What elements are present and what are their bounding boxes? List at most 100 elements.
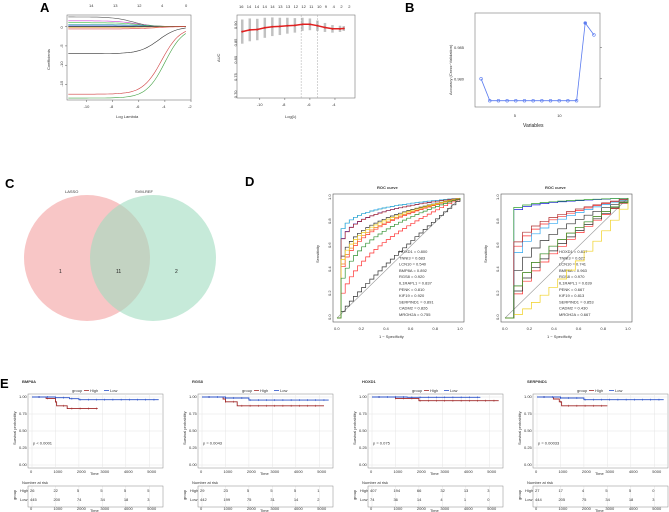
- legend-Low: Low: [615, 388, 622, 393]
- roc-legend-LCN10: LCN10 = 0.540: [399, 262, 427, 267]
- x-tick-label: 4000: [294, 469, 304, 474]
- roc-curve-SERPIND1: [337, 198, 461, 319]
- auc-point: [278, 25, 281, 28]
- p-value: p = 0.00033: [538, 441, 560, 446]
- risk-table-title: Number at risk: [192, 480, 218, 485]
- y-tick-label: 0: [59, 26, 64, 29]
- y-tick-label: 0.85: [233, 38, 238, 47]
- roc-curve-CADM2: [337, 198, 461, 319]
- risk-count: 0: [652, 488, 655, 493]
- accuracy-point: [479, 77, 483, 81]
- accuracy-point: [488, 99, 492, 103]
- x-tick-label: 1000: [558, 506, 568, 511]
- x-tick-label: -10: [257, 102, 264, 107]
- x-tick-label: 3000: [605, 469, 615, 474]
- risk-count: 5: [247, 488, 250, 493]
- legend-title: group: [72, 388, 83, 393]
- risk-x-label: Time: [260, 508, 270, 512]
- top-tick-label: 14: [255, 4, 260, 9]
- y-tick-label: 0.00: [19, 462, 28, 467]
- x-tick-label: 4000: [294, 506, 304, 511]
- roc-curve-MROH2A: [505, 198, 629, 319]
- plot-frame: [236, 14, 356, 99]
- plot-frame: [474, 12, 601, 108]
- risk-count: 5: [629, 488, 632, 493]
- auc-point: [286, 24, 289, 27]
- x-tick-label: 0: [535, 506, 538, 511]
- risk-row-label: Low: [190, 497, 197, 502]
- roc-legend-MROH2A: MROH2A = 0.667: [559, 312, 591, 317]
- roc-curve-SERPIND1: [505, 198, 629, 319]
- legend-Low: Low: [450, 388, 457, 393]
- x-axis-label: 1 − Specificity: [547, 334, 572, 339]
- y-tick-label: 0.70: [233, 90, 238, 99]
- y-tick-label: 0.4: [495, 266, 500, 272]
- risk-strata-label: group: [12, 489, 17, 500]
- y-tick-label: 0.00: [359, 462, 368, 467]
- x-tick-label: 2000: [247, 469, 257, 474]
- plot-frame: [66, 14, 192, 101]
- roc-curve-RGS8: [505, 197, 629, 319]
- x-tick-label: 5: [514, 113, 517, 118]
- risk-count: 3: [652, 497, 655, 502]
- y-axis-label: Survival probability: [517, 411, 522, 445]
- risk-strata-label: group: [352, 489, 357, 500]
- x-tick-label: 1000: [223, 506, 233, 511]
- y-tick-label: 1.00: [19, 394, 28, 399]
- roc-legend-HOXD1: HOXD1 = 0.837: [559, 249, 588, 254]
- x-tick-label: 2000: [77, 469, 87, 474]
- x-tick-label: 0.0: [334, 326, 340, 331]
- auc-point: [293, 24, 296, 27]
- y-tick-label: 0.8: [495, 218, 500, 224]
- coef-path: [68, 26, 186, 30]
- y-tick-label: 1.00: [359, 394, 368, 399]
- x-tick-label: -6: [307, 102, 311, 107]
- y-tick-label: 0.8: [327, 218, 332, 224]
- y-tick-label: 0.0: [495, 314, 500, 320]
- x-tick-label: 2000: [247, 506, 257, 511]
- top-tick-label: 12: [137, 3, 142, 8]
- y-tick-label: 1.00: [524, 394, 533, 399]
- risk-count: 17: [558, 488, 563, 493]
- top-tick-label: 4: [161, 3, 164, 8]
- km-title: RGS8: [192, 379, 204, 384]
- x-tick-label: 5000: [652, 506, 662, 511]
- risk-table-title: Number at risk: [22, 480, 48, 485]
- roc-legend-IL1RAPL1: IL1RAPL1 = 0.639: [559, 281, 593, 286]
- risk-count: 199: [223, 497, 230, 502]
- x-tick-label: 1000: [393, 469, 403, 474]
- roc-legend-BMP8A: BMP8A = 0.892: [399, 268, 428, 273]
- venn-label-lasso: LASSO: [65, 189, 78, 194]
- roc-legend-CADM2: CADM2 = 0.826: [399, 306, 428, 311]
- y-tick-label: 0.980: [454, 76, 465, 81]
- roc-legend-HOXD1: HOXD1 = 0.800: [399, 249, 428, 254]
- y-axis-label: Coefficients: [46, 49, 51, 70]
- plot-frame: [500, 193, 633, 323]
- x-tick-label: 1000: [53, 469, 63, 474]
- y-tick-label: 0.75: [19, 411, 28, 416]
- venn-count-intersection: 11: [116, 269, 121, 275]
- legend-title: group: [577, 388, 588, 393]
- risk-count: 3: [147, 497, 150, 502]
- risk-count: 34: [100, 497, 105, 502]
- y-tick-label: 0.2: [495, 290, 500, 296]
- y-tick-label: 0.6: [327, 242, 332, 248]
- roc-legend-MROH2A: MROH2A = 0.755: [399, 312, 431, 317]
- risk-x-label: Time: [90, 508, 100, 512]
- legend-Low: Low: [110, 388, 117, 393]
- x-tick-label: 5000: [317, 469, 327, 474]
- x-tick-label: 0: [370, 469, 373, 474]
- y-tick-label: 0.75: [189, 411, 198, 416]
- risk-table-title: Number at risk: [527, 480, 553, 485]
- accuracy-point: [505, 99, 509, 103]
- auc-point: [263, 26, 266, 29]
- x-tick-label: -8: [282, 102, 286, 107]
- risk-x-label: Time: [430, 508, 440, 512]
- risk-count: 14: [294, 497, 299, 502]
- y-axis-label: Sensitivity: [315, 245, 320, 263]
- roc-legend-IL1RAPL1: IL1RAPL1 = 0.837: [399, 281, 433, 286]
- plot-frame: [332, 193, 465, 323]
- panel-label-D: D: [245, 174, 254, 189]
- risk-table-frame: [27, 485, 164, 508]
- coef-path: [68, 31, 186, 95]
